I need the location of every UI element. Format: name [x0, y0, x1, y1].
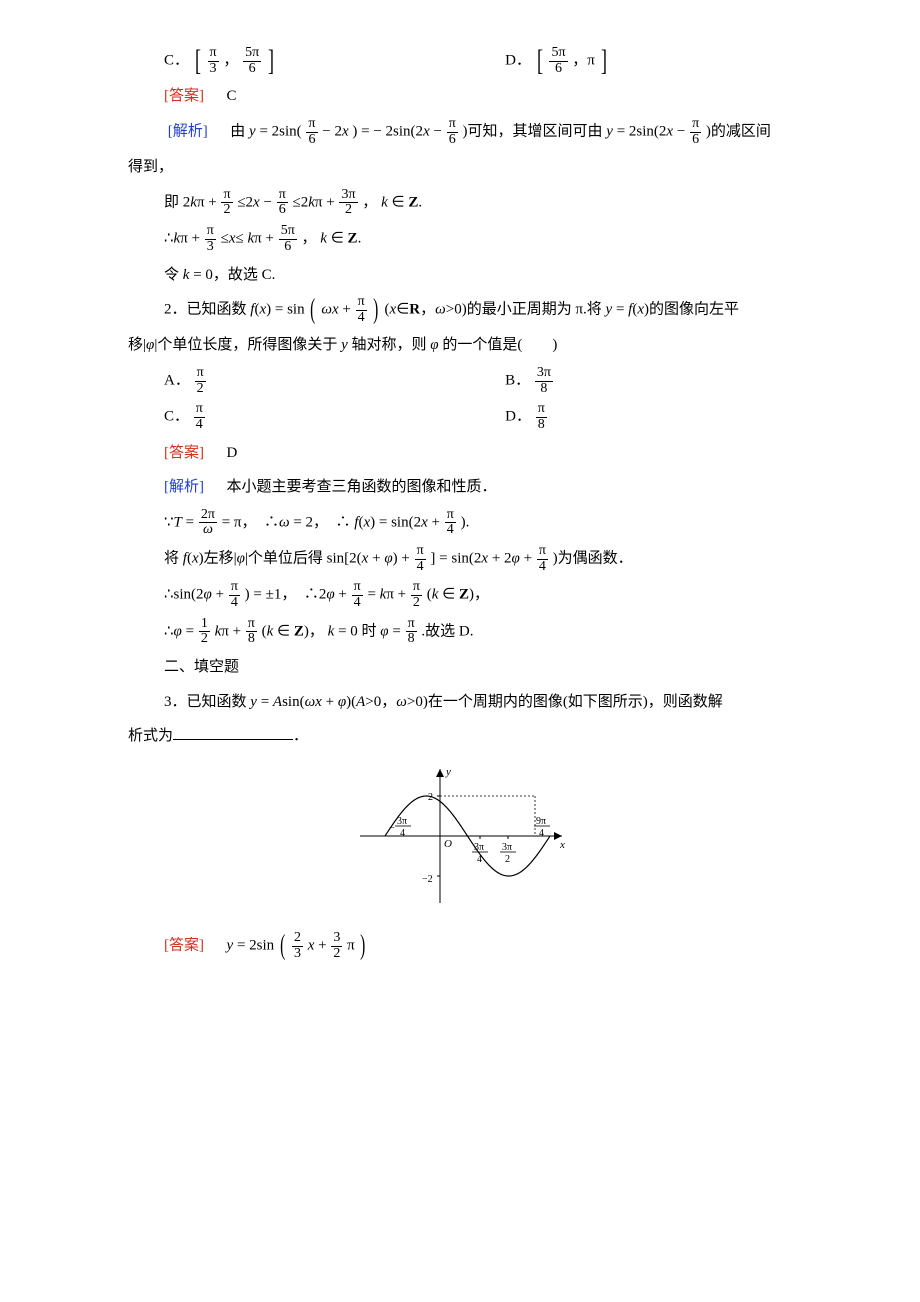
q1-opt-d: D． [ 5π6 ，π ]	[505, 46, 820, 76]
svg-text:y: y	[445, 766, 451, 778]
q1-explain-1: [解析] 由 y = 2sin( π6 − 2x ) = − 2sin(2x −…	[100, 117, 820, 147]
svg-text:−: −	[389, 823, 395, 834]
svg-text:3π: 3π	[474, 842, 484, 853]
q2-explain-3: ∴sin(2φ + π4 ) = ±1， ∴2φ + π4 = kπ + π2 …	[100, 580, 820, 610]
q2-options-ab: A． π2 B． 3π8	[100, 366, 820, 396]
paren-left-icon: (	[280, 932, 285, 960]
q3-stem-1: 3．已知函数 y = Asin(ωx + φ)(A>0，ω>0)在一个周期内的图…	[100, 688, 820, 717]
explain-label: [解析]	[164, 479, 204, 495]
q2-options-cd: C． π4 D． π8	[100, 402, 820, 432]
q3-graph: yxO2−2−3π49π43π43π2	[100, 761, 820, 922]
q2-stem-1: 2．已知函数 f(x) = sin ( ωx + π4 ) (x∈R，ω>0)的…	[100, 295, 820, 325]
svg-text:3π: 3π	[502, 842, 512, 853]
frac: 5π6	[243, 46, 261, 76]
q2-opt-a: A． π2	[164, 366, 505, 396]
frac: 5π6	[549, 46, 567, 76]
frac: π3	[208, 46, 219, 76]
q2-opt-b: B． 3π8	[505, 366, 820, 396]
opt-label: C．	[164, 53, 189, 69]
paren-left-icon: (	[310, 296, 315, 324]
q1-options-cd: C． [ π3 ， 5π6 ] D． [ 5π6 ，π ]	[100, 46, 820, 76]
q2-answer: [答案] D	[100, 439, 820, 468]
svg-text:−2: −2	[422, 874, 433, 885]
bracket-left-icon: [	[537, 46, 543, 76]
opt-label: D．	[505, 53, 531, 69]
q2-explain-2: 将 f(x)左移|φ|个单位后得 sin[2(x + φ) + π4 ] = s…	[100, 544, 820, 574]
q1-opt-c: C． [ π3 ， 5π6 ]	[164, 46, 505, 76]
paren-right-icon: )	[361, 932, 366, 960]
q3-answer: [答案] y = 2sin ( 23 x + 32 π )	[100, 931, 820, 961]
comma: ，	[223, 53, 238, 69]
svg-text:O: O	[444, 838, 452, 850]
answer-label: [答案]	[164, 88, 204, 104]
explain-label: [解析]	[168, 124, 208, 140]
q2-opt-d: D． π8	[505, 402, 820, 432]
text: ，π	[572, 53, 595, 69]
paren-right-icon: )	[374, 296, 379, 324]
svg-text:4: 4	[400, 828, 405, 839]
q1-explain-3: ∴kπ + π3 ≤x≤ kπ + 5π6 ， k ∈ Z.	[100, 224, 820, 254]
q2-explain-4: ∴φ = 12 kπ + π8 (k ∈ Z)， k = 0 时 φ = π8 …	[100, 617, 820, 647]
q2-opt-c: C． π4	[164, 402, 505, 432]
svg-text:4: 4	[477, 854, 482, 865]
answer-label: [答案]	[164, 938, 204, 954]
svg-text:3π: 3π	[397, 816, 407, 827]
q2-explain-1: ∵T = 2πω = π， ∴ω = 2， ∴ f(x) = sin(2x + …	[100, 508, 820, 538]
bracket-right-icon: ]	[601, 46, 607, 76]
bracket-right-icon: ]	[268, 46, 274, 76]
svg-text:9π: 9π	[536, 816, 546, 827]
answer-value: D	[227, 445, 238, 461]
q2-explain-0: [解析] 本小题主要考查三角函数的图像和性质．	[100, 473, 820, 502]
bracket-left-icon: [	[195, 46, 201, 76]
section-2-title: 二、填空题	[100, 653, 820, 682]
svg-text:2: 2	[428, 792, 433, 803]
answer-label: [答案]	[164, 445, 204, 461]
svg-text:4: 4	[539, 828, 544, 839]
answer-value: C	[227, 88, 237, 104]
q3-stem-2: 析式为．	[100, 722, 820, 751]
q1-explain-2: 即 2kπ + π2 ≤2x − π6 ≤2kπ + 3π2 ， k ∈ Z.	[100, 188, 820, 218]
q2-stem-2: 移|φ|个单位长度，所得图像关于 y 轴对称，则 φ 的一个值是( )	[100, 331, 820, 360]
q1-explain-1b: 得到，	[100, 153, 820, 182]
sine-graph-icon: yxO2−2−3π49π43π43π2	[350, 761, 570, 911]
svg-text:2: 2	[505, 854, 510, 865]
blank-underline	[173, 724, 293, 740]
q1-answer: [答案] C	[100, 82, 820, 111]
svg-text:x: x	[559, 839, 565, 851]
q1-explain-4: 令 k = 0，故选 C.	[100, 261, 820, 290]
